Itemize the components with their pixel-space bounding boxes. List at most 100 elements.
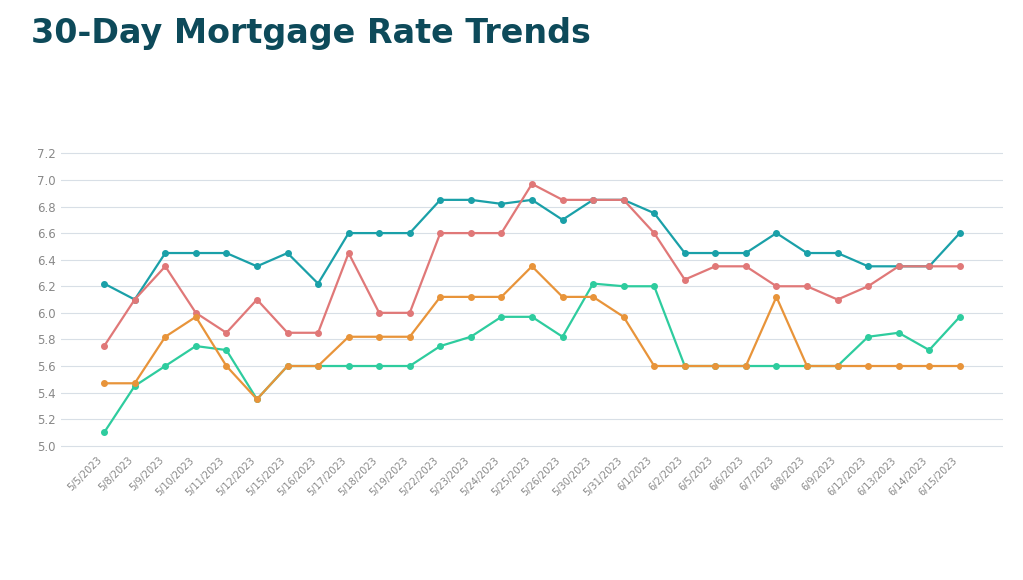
30-year fixed	[923, 263, 935, 270]
20-year-fixed	[648, 230, 660, 237]
15-year-fixed	[189, 343, 202, 350]
20-year-fixed	[678, 276, 691, 283]
30-year fixed	[801, 249, 813, 256]
10-year fixed	[220, 362, 232, 369]
10-year fixed	[434, 293, 446, 300]
30-year fixed	[953, 230, 966, 237]
15-year-fixed	[801, 362, 813, 369]
30-year fixed	[343, 230, 355, 237]
30-year fixed	[648, 209, 660, 216]
10-year fixed	[618, 313, 630, 320]
20-year-fixed	[557, 197, 569, 204]
15-year-fixed	[892, 329, 904, 336]
10-year fixed	[862, 362, 875, 369]
20-year-fixed	[862, 283, 875, 290]
20-year-fixed	[740, 263, 752, 270]
10-year fixed	[557, 293, 569, 300]
10-year fixed	[648, 362, 660, 369]
10-year fixed	[129, 380, 141, 387]
10-year fixed	[801, 362, 813, 369]
30-year fixed	[892, 263, 904, 270]
20-year-fixed	[404, 309, 416, 316]
15-year-fixed	[281, 362, 294, 369]
15-year-fixed	[251, 396, 263, 403]
Line: 10-year fixed: 10-year fixed	[101, 263, 963, 402]
10-year fixed	[953, 362, 966, 369]
10-year fixed	[587, 293, 599, 300]
30-year fixed	[251, 263, 263, 270]
30-year fixed	[404, 230, 416, 237]
15-year-fixed	[464, 334, 477, 340]
10-year fixed	[98, 380, 110, 387]
10-year fixed	[709, 362, 721, 369]
15-year-fixed	[740, 362, 752, 369]
20-year-fixed	[160, 263, 172, 270]
10-year fixed	[373, 334, 386, 340]
20-year-fixed	[587, 197, 599, 204]
Line: 30-year fixed: 30-year fixed	[101, 197, 963, 302]
10-year fixed	[464, 293, 477, 300]
20-year-fixed	[343, 249, 355, 256]
20-year-fixed	[464, 230, 477, 237]
15-year-fixed	[526, 313, 538, 320]
15-year-fixed	[618, 283, 630, 290]
20-year-fixed	[618, 197, 630, 204]
20-year-fixed	[923, 263, 935, 270]
15-year-fixed	[832, 362, 844, 369]
10-year fixed	[312, 362, 324, 369]
15-year-fixed	[220, 347, 232, 354]
10-year fixed	[923, 362, 935, 369]
20-year-fixed	[98, 343, 110, 350]
30-year fixed	[740, 249, 752, 256]
15-year-fixed	[343, 362, 355, 369]
15-year-fixed	[404, 362, 416, 369]
30-year fixed	[526, 197, 538, 204]
15-year-fixed	[434, 343, 446, 350]
20-year-fixed	[709, 263, 721, 270]
10-year fixed	[678, 362, 691, 369]
30-year fixed	[129, 296, 141, 303]
15-year-fixed	[587, 280, 599, 287]
10-year fixed	[251, 396, 263, 403]
30-year fixed	[98, 280, 110, 287]
15-year-fixed	[862, 334, 875, 340]
Text: 30-Day Mortgage Rate Trends: 30-Day Mortgage Rate Trends	[31, 17, 590, 50]
15-year-fixed	[923, 347, 935, 354]
15-year-fixed	[373, 362, 386, 369]
15-year-fixed	[709, 362, 721, 369]
10-year fixed	[740, 362, 752, 369]
20-year-fixed	[953, 263, 966, 270]
20-year-fixed	[281, 329, 294, 336]
15-year-fixed	[557, 334, 569, 340]
Line: 15-year-fixed: 15-year-fixed	[101, 281, 963, 435]
20-year-fixed	[251, 296, 263, 303]
15-year-fixed	[312, 362, 324, 369]
30-year fixed	[862, 263, 875, 270]
10-year fixed	[526, 263, 538, 270]
20-year-fixed	[801, 283, 813, 290]
10-year fixed	[281, 362, 294, 369]
20-year-fixed	[526, 180, 538, 187]
10-year fixed	[770, 293, 783, 300]
20-year-fixed	[312, 329, 324, 336]
15-year-fixed	[678, 362, 691, 369]
30-year fixed	[434, 197, 446, 204]
20-year-fixed	[373, 309, 386, 316]
20-year-fixed	[832, 296, 844, 303]
15-year-fixed	[160, 362, 172, 369]
30-year fixed	[557, 216, 569, 223]
15-year-fixed	[129, 382, 141, 389]
15-year-fixed	[98, 429, 110, 436]
30-year fixed	[373, 230, 386, 237]
20-year-fixed	[892, 263, 904, 270]
10-year fixed	[404, 334, 416, 340]
20-year-fixed	[495, 230, 507, 237]
15-year-fixed	[495, 313, 507, 320]
30-year fixed	[464, 197, 477, 204]
10-year fixed	[495, 293, 507, 300]
30-year fixed	[709, 249, 721, 256]
10-year fixed	[892, 362, 904, 369]
30-year fixed	[618, 197, 630, 204]
15-year-fixed	[953, 313, 966, 320]
10-year fixed	[189, 313, 202, 320]
